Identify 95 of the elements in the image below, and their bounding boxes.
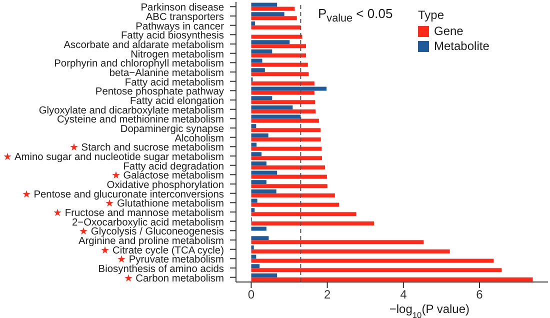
bar: [251, 118, 319, 123]
x-tick-label: 4: [400, 288, 408, 302]
y-tick-label: Pentose phosphate pathway: [95, 86, 225, 98]
y-tick-label: ABC transporters: [146, 12, 224, 23]
bar: [251, 12, 284, 16]
y-tick-label: ★ Pyruvate metabolism: [117, 254, 224, 266]
bar: [251, 152, 262, 156]
bar: [251, 72, 309, 76]
bar: [251, 40, 290, 44]
annotation: P$_{value}$ < 0.05: [318, 6, 393, 25]
bar: [251, 184, 328, 188]
y-tick-label: ★ Fructose and mannose metabolism: [53, 208, 224, 219]
bar: [251, 2, 278, 7]
y-tick-label: Fatty acid elongation: [130, 96, 224, 107]
y-tick-label: Oxidative phosphorylation: [106, 180, 224, 191]
y-tick-label: ★ Starch and sucrose metabolism: [69, 142, 224, 154]
y-tick-label: ★ Galactose metabolism: [111, 170, 224, 182]
y-tick-label: Parkinson disease: [140, 2, 224, 14]
bar: [251, 198, 258, 203]
bar: [251, 133, 268, 138]
bar: [251, 170, 278, 175]
bar: [251, 49, 272, 54]
bar: [251, 254, 256, 259]
y-tick-label: ★ Glycolysis / Gluconeogenesis: [79, 226, 224, 238]
bar: [251, 273, 278, 278]
y-tick-label: Fatty acid degradation: [123, 161, 224, 172]
y-tick-label: Fatty acid metabolism: [124, 77, 224, 88]
bar: [251, 124, 256, 128]
bar: [251, 268, 502, 272]
bar: [251, 16, 297, 20]
bar: [251, 100, 316, 104]
bar: [251, 245, 254, 250]
x-tick-label: 2: [324, 288, 331, 302]
bar: [251, 114, 301, 119]
bar: [251, 6, 295, 11]
bar: [251, 142, 257, 147]
bar: [251, 21, 256, 26]
bar: [251, 156, 322, 160]
y-tick-label: Cysteine and methionine metabolism: [56, 114, 224, 126]
y-tick-label: ★ Amino sugar and nucleotide sugar metabolism: [3, 152, 224, 163]
y-tick-label: Biosynthesis of amino acids: [98, 264, 224, 275]
x-tick-label: 0: [248, 288, 255, 302]
bar: [251, 81, 314, 86]
y-tick-label: Fatty acid biosynthesis: [120, 30, 224, 42]
bar: [251, 90, 314, 95]
x-axis-title: −log$_{10}$(P value): [389, 302, 470, 318]
y-tick-label: beta−Alanine metabolism: [109, 68, 224, 79]
y-tick-label: Nitrogen metabolism: [130, 49, 224, 60]
bar: [251, 53, 306, 58]
bar: [251, 128, 320, 132]
bar: [251, 189, 276, 194]
y-tick-label: ★ Citrate cycle (TCA cycle): [100, 245, 224, 256]
bar: [251, 249, 450, 254]
y-tick-label: Arginine and proline metabolism: [78, 236, 224, 247]
bar: [251, 34, 302, 39]
bar: [251, 236, 269, 240]
bar: [251, 58, 262, 63]
bar: [251, 44, 306, 48]
y-tick-label: Alcoholism: [174, 133, 224, 144]
bar: [251, 105, 293, 110]
bar: [251, 146, 322, 151]
bar: [251, 96, 272, 100]
y-tick-label: ★ Carbon metabolism: [124, 273, 224, 284]
bar: [251, 208, 255, 212]
bar: [251, 109, 316, 114]
bar: [251, 264, 260, 268]
x-tick-label: 6: [476, 288, 484, 302]
legend-title: Type: [418, 8, 446, 23]
bar: [251, 68, 265, 72]
bar: [251, 202, 340, 207]
bar: [251, 226, 266, 231]
bar: [251, 137, 321, 142]
bar: [251, 240, 424, 244]
bar: [251, 86, 327, 91]
y-tick-label: Ascorbate and aldarate metabolism: [64, 40, 224, 51]
bar: [251, 25, 301, 30]
bar: [251, 221, 374, 226]
bar: [251, 258, 494, 263]
bar: [251, 212, 356, 216]
y-tick-label: 2−Oxocarboxylic acid metabolism: [72, 217, 224, 228]
bar: [251, 165, 326, 170]
bar: [251, 62, 308, 67]
y-tick-label: Dopaminergic synapse: [120, 124, 224, 135]
y-tick-label: ★ Pentose and glucuronate interconversions: [22, 189, 224, 200]
bar: [251, 180, 266, 184]
bar: [251, 174, 327, 179]
bar: [251, 161, 266, 166]
bar: [251, 277, 533, 282]
legend-label: Metabolite: [433, 39, 490, 54]
bar: [251, 193, 335, 198]
y-tick-label: ★ Glutathione metabolism: [105, 198, 224, 210]
y-tick-label: Pathways in cancer: [136, 21, 225, 32]
y-tick-label: Glyoxylate and dicarboxylate metabolism: [38, 105, 224, 116]
legend-label: Gene: [433, 24, 464, 39]
y-tick-label: Porphyrin and chlorophyll metabolism: [54, 58, 224, 70]
